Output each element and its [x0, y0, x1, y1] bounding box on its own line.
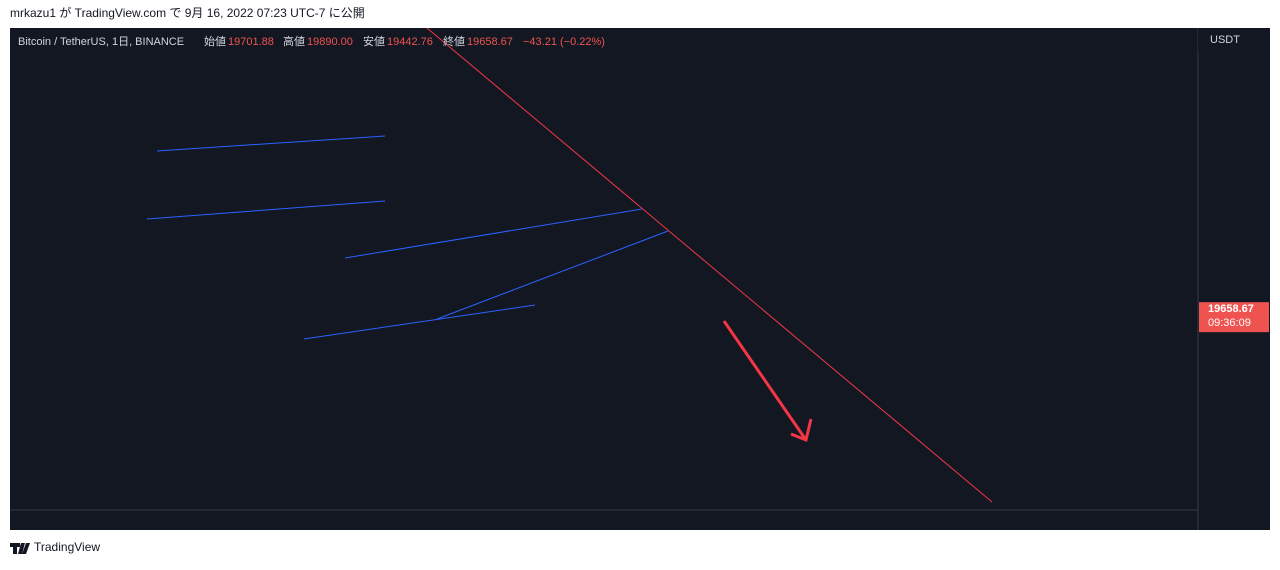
change: −43.21 (−0.22%): [523, 36, 605, 48]
high-label: 高値: [283, 34, 305, 48]
open: 19701.88: [228, 36, 274, 48]
chart-bg: [10, 28, 1270, 530]
header: mrkazu1 が TradingView.com で 9月 16, 2022 …: [10, 5, 365, 20]
symbol: Bitcoin / TetherUS, 1日, BINANCE: [18, 36, 184, 48]
price-tag: 19658.67 09:36:09: [1199, 302, 1269, 333]
close: 19658.67: [467, 36, 513, 48]
currency-bg: [1198, 29, 1268, 51]
logo: [10, 543, 30, 554]
high: 19890.00: [307, 36, 353, 48]
low: 19442.76: [387, 36, 433, 48]
price: 19658.67: [1208, 303, 1254, 315]
low-label: 安値: [363, 34, 385, 48]
drawings: [146, 27, 993, 503]
arrow: [722, 320, 813, 443]
countdown: 09:36:09: [1208, 317, 1251, 329]
price-tag-bg: [1199, 302, 1269, 333]
trend-line: [426, 27, 993, 503]
trend-line: [303, 304, 536, 340]
legend: Bitcoin / TetherUS, 1日, BINANCE 始値 19701…: [18, 34, 605, 48]
open-label: 始値: [204, 34, 226, 48]
close-label: 終値: [443, 34, 465, 48]
trend-line: [156, 135, 386, 152]
currency: USDT: [1210, 34, 1240, 46]
trend-line: [146, 200, 386, 220]
trend-line: [436, 230, 669, 320]
footer-brand: TradingView: [34, 540, 100, 554]
trend-line: [344, 208, 643, 259]
